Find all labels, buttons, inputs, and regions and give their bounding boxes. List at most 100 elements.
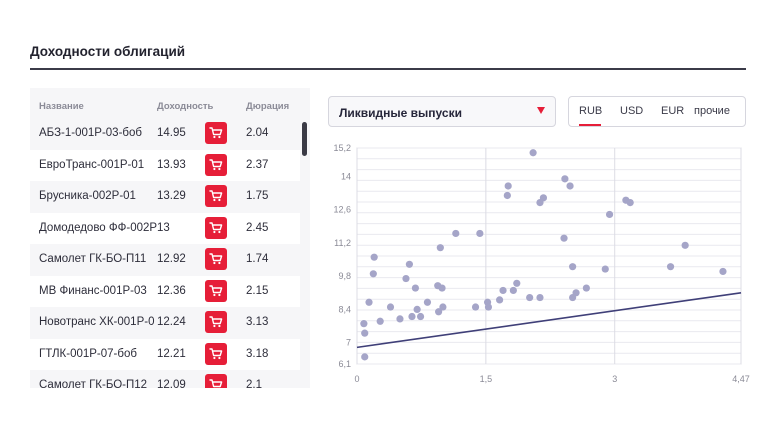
add-to-cart-button[interactable] — [205, 248, 227, 270]
bond-duration: 1.75 — [246, 190, 269, 202]
data-point — [560, 234, 568, 242]
bond-duration: 3.18 — [246, 347, 269, 360]
yield-duration-chart: 6,1 7 8,4 9,8 11,2 12,6 14 15,2 0 1,5 3 4,47 — [325, 140, 755, 390]
dropdown-arrow-icon — [537, 107, 545, 114]
table-row[interactable]: Самолет ГК-БО-П12 12.09 2.1 — [30, 370, 300, 388]
data-point — [436, 244, 444, 252]
y-tick-label: 14 — [341, 171, 351, 181]
data-point — [386, 303, 395, 311]
trend-line — [356, 291, 742, 349]
bond-name[interactable]: ГТЛК-001Р-07-боб — [39, 347, 137, 360]
y-tick-label: 6,1 — [338, 359, 351, 369]
cart-icon — [209, 316, 223, 328]
active-tab-indicator — [579, 124, 601, 126]
table-scrollbar[interactable] — [302, 122, 307, 156]
table-row[interactable]: Брусника-002Р-01 13.29 1.75 — [30, 181, 300, 213]
cart-icon — [209, 379, 223, 388]
scatter-plot: 6,1 7 8,4 9,8 11,2 12,6 14 15,2 0 1,5 3 4,47 — [333, 143, 749, 384]
data-point — [666, 263, 675, 271]
column-header-yield[interactable]: Доходность — [157, 101, 214, 112]
y-tick-label: 15,2 — [333, 143, 351, 153]
bond-duration: 2.45 — [246, 221, 269, 234]
cart-icon — [209, 158, 223, 170]
bond-duration: 2.37 — [246, 158, 269, 171]
bond-yield: 13.93 — [157, 158, 186, 171]
tab-usd[interactable]: USD — [620, 105, 644, 117]
data-point — [369, 270, 377, 278]
tab-rub[interactable]: RUB — [579, 105, 603, 117]
cart-icon — [209, 284, 223, 296]
table-row[interactable]: Домодедово ФФ-002Р 13 2.45 — [30, 212, 300, 244]
data-point — [529, 149, 537, 157]
add-to-cart-button[interactable] — [205, 185, 227, 207]
bond-duration: 2.04 — [246, 127, 269, 139]
data-point — [539, 194, 548, 202]
table-row[interactable]: АБЗ-1-001Р-03-боб 14.95 2.04 — [30, 118, 300, 150]
bond-name[interactable]: ЕвроТранс-001Р-01 — [39, 158, 145, 171]
bond-yield: 14.95 — [157, 127, 186, 139]
data-point — [484, 303, 493, 311]
bond-name[interactable]: Брусника-002Р-01 — [39, 190, 136, 202]
currency-tabs: RUB USD EUR прочие — [568, 96, 746, 127]
data-point — [566, 182, 574, 190]
data-point — [504, 182, 512, 190]
y-tick-label: 7 — [346, 338, 351, 348]
add-to-cart-button[interactable] — [205, 311, 227, 333]
data-point — [569, 263, 577, 271]
bond-name[interactable]: Домодедово ФФ-002Р — [39, 221, 157, 234]
data-point — [413, 305, 421, 314]
issue-type-select[interactable]: Ликвидные выпуски — [328, 96, 556, 127]
data-point — [513, 279, 521, 287]
data-point — [416, 312, 425, 321]
table-row[interactable]: МВ Финанс-001Р-03 12.36 2.15 — [30, 275, 300, 307]
data-point — [582, 284, 590, 292]
data-point — [719, 267, 727, 276]
data-point — [605, 210, 614, 219]
table-row[interactable]: Самолет ГК-БО-П11 12.92 1.74 — [30, 244, 300, 276]
cart-icon — [209, 127, 223, 139]
data-point — [476, 229, 484, 238]
bond-name[interactable]: МВ Финанс-001Р-03 — [39, 284, 147, 297]
tab-other[interactable]: прочие — [694, 105, 730, 117]
bond-yield: 12.92 — [157, 253, 186, 265]
add-to-cart-button[interactable] — [205, 216, 227, 239]
add-to-cart-button[interactable] — [205, 153, 227, 176]
add-to-cart-button[interactable] — [205, 122, 227, 144]
add-to-cart-button[interactable] — [205, 342, 227, 365]
data-point — [509, 286, 517, 295]
data-point — [361, 353, 369, 361]
column-header-name[interactable]: Название — [39, 101, 84, 112]
data-point — [365, 298, 373, 306]
table-row[interactable]: ГТЛК-001Р-07-боб 12.21 3.18 — [30, 338, 300, 370]
bond-duration: 1.74 — [246, 253, 269, 265]
bond-name[interactable]: Самолет ГК-БО-П12 — [39, 379, 148, 388]
bond-name[interactable]: АБЗ-1-001Р-03-боб — [39, 127, 142, 139]
y-tick-label: 9,8 — [338, 271, 351, 281]
y-tick-label: 12,6 — [333, 205, 351, 215]
data-point — [361, 329, 369, 337]
table-row[interactable]: ЕвроТранс-001Р-01 13.93 2.37 — [30, 149, 300, 181]
bond-yield: 13 — [157, 221, 170, 234]
bond-duration: 3.13 — [246, 316, 269, 328]
x-tick-label: 1,5 — [480, 374, 493, 384]
data-point — [452, 229, 460, 238]
y-tick-label: 11,2 — [334, 238, 351, 248]
column-header-duration[interactable]: Дюрация — [246, 101, 290, 112]
add-to-cart-button[interactable] — [205, 374, 227, 388]
bond-name[interactable]: Самолет ГК-БО-П11 — [39, 253, 147, 265]
x-tick-label: 3 — [612, 374, 617, 384]
bond-name[interactable]: Новотранс ХК-001Р-0 — [39, 316, 155, 328]
data-point — [408, 312, 416, 321]
data-point — [396, 315, 404, 323]
tab-eur[interactable]: EUR — [661, 105, 685, 117]
data-point — [402, 274, 410, 283]
table-row[interactable]: Новотранс ХК-001Р-0 12.24 3.13 — [30, 307, 300, 339]
title-divider — [30, 68, 746, 70]
cart-icon — [209, 190, 223, 202]
data-point — [626, 198, 634, 207]
data-point — [438, 284, 446, 292]
data-point — [376, 317, 384, 325]
data-point — [405, 260, 414, 268]
bonds-table: Название Доходность Дюрация АБЗ-1-001Р-0… — [30, 88, 310, 388]
add-to-cart-button[interactable] — [205, 279, 227, 302]
